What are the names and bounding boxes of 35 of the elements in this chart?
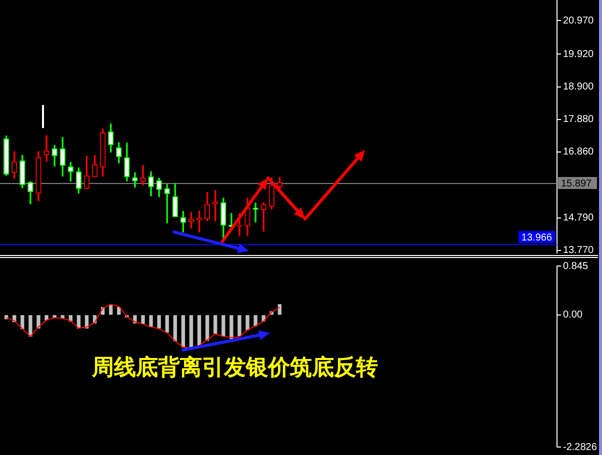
ref-line-label: 15.897 [561,178,592,190]
bar [173,315,177,342]
y-tick-label: 19.920 [563,48,594,60]
y-tick-label: 18.900 [563,82,594,93]
bar [254,315,258,326]
bar [230,315,234,339]
y-tick-label: 14.790 [563,212,594,224]
bar [214,315,218,334]
candlestick [140,164,146,186]
bar [222,315,226,337]
bar [141,315,145,324]
bar [157,315,161,329]
bar [205,315,210,341]
candlestick [260,202,266,232]
bar [238,315,242,336]
y-tick-label: 13.770 [563,245,594,256]
bar [246,315,250,330]
candlestick [44,135,50,162]
y-tick-label: 17.880 [563,114,594,126]
bar [189,315,194,349]
bar [52,315,56,318]
ref-line-label: 13.966 [521,232,552,244]
bar [278,304,282,315]
y-tick-label: 0.00 [563,310,583,321]
annotation: 周线底背离引发银价筑底反转 [91,354,378,380]
y-tick-label: 16.860 [563,146,594,158]
bar [36,315,40,329]
bar [197,315,202,346]
y-tick-label: -2.2826 [563,442,598,453]
bar [165,315,169,333]
y-tick-label: 0.845 [563,260,588,272]
y-tick-label: 20.970 [563,15,594,26]
bar [28,315,32,337]
bar [181,315,186,348]
bar [149,315,153,327]
